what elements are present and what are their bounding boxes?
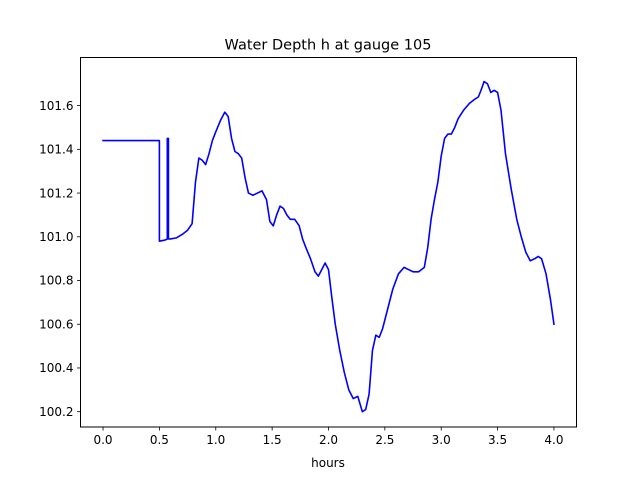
- y-tick-label: 101.6: [39, 99, 73, 113]
- x-tick-label: 1.0: [206, 433, 225, 447]
- y-axis: 100.2 100.4 100.6 100.8 101.0 101.2 101.4 101.6: [39, 99, 81, 419]
- x-axis-label: hours: [311, 456, 345, 470]
- y-tick-label: 101.4: [39, 143, 73, 157]
- series-line-0: [102, 80, 555, 413]
- y-tick-label: 100.6: [39, 317, 73, 331]
- x-tick-label: 4.0: [544, 433, 563, 447]
- chart-title: Water Depth h at gauge 105: [225, 38, 432, 54]
- x-tick-label: 0.0: [93, 433, 112, 447]
- x-tick-label: 2.5: [375, 433, 394, 447]
- y-tick-label: 100.8: [39, 274, 73, 288]
- x-tick-label: 0.5: [150, 433, 169, 447]
- x-tick-label: 3.5: [488, 433, 507, 447]
- x-tick-label: 3.0: [432, 433, 451, 447]
- x-tick-label: 2.0: [319, 433, 338, 447]
- y-tick-label: 101.2: [39, 186, 73, 200]
- y-tick-label: 100.2: [39, 405, 73, 419]
- x-axis: 0.0 0.5 1.0 1.5 2.0 2.5 3.0 3.5 4.0: [93, 427, 564, 447]
- plot-frame: [80, 57, 577, 428]
- x-tick-label: 1.5: [263, 433, 282, 447]
- y-tick-label: 101.0: [39, 230, 73, 244]
- plot-area: [102, 80, 555, 413]
- y-tick-label: 100.4: [39, 361, 73, 375]
